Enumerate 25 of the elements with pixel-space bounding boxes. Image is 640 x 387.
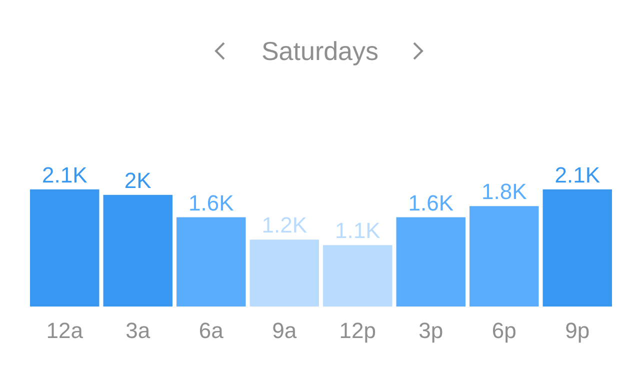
bar — [542, 189, 612, 307]
bar — [176, 217, 246, 307]
x-tick-label: 6p — [492, 318, 516, 343]
data-label: 1.6K — [188, 190, 234, 216]
bar — [103, 194, 172, 307]
bar — [30, 189, 100, 307]
bar — [396, 217, 466, 307]
data-label: 2K — [124, 168, 152, 193]
bar — [470, 206, 539, 307]
bar — [250, 240, 319, 307]
data-label: 2.1K — [42, 162, 88, 188]
data-label: 1.1K — [334, 218, 381, 244]
bar — [323, 245, 392, 307]
x-tick-label: 6a — [198, 318, 224, 343]
data-label: 1.2K — [262, 212, 308, 238]
data-label: 1.6K — [408, 190, 454, 216]
data-label: 2.1K — [554, 162, 600, 188]
data-label: 1.8K — [481, 179, 528, 204]
x-tick-label: 9a — [272, 318, 298, 343]
x-tick-label: 12a — [46, 318, 84, 343]
x-tick-label: 3a — [126, 318, 151, 343]
x-tick-label: 12p — [339, 318, 376, 343]
x-tick-label: 3p — [418, 318, 444, 343]
chart-title: Saturdays — [260, 35, 380, 68]
x-tick-label: 9p — [565, 318, 590, 343]
